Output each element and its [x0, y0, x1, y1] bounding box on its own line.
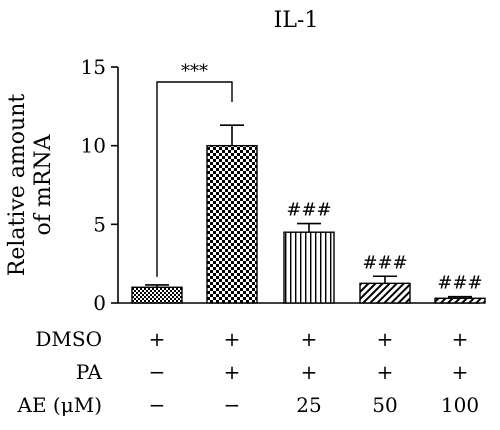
- significance-stars: ***: [181, 61, 208, 82]
- treatment-cell: +: [224, 360, 241, 384]
- treatment-cell: 25: [296, 393, 321, 417]
- y-tick-label: 10: [81, 134, 106, 158]
- treatment-cell: +: [377, 327, 394, 351]
- significance-hash: ###: [362, 252, 407, 273]
- y-axis-label-line-2: of mRNA: [31, 133, 56, 235]
- treatment-row-label: PA: [76, 360, 103, 384]
- bar: [131, 286, 183, 304]
- treatment-cell: +: [224, 327, 241, 351]
- significance-hash: ###: [286, 200, 331, 221]
- treatment-cell: 50: [372, 393, 397, 417]
- treatment-cell: +: [377, 360, 394, 384]
- significance-bracket: [156, 81, 233, 277]
- chart-title: IL-1: [274, 8, 319, 33]
- bar: [283, 231, 335, 304]
- treatment-cell: −: [149, 360, 166, 384]
- treatment-cell: 100: [441, 393, 479, 417]
- y-axis-label-line-1: Relative amount: [5, 94, 30, 277]
- treatment-cell: +: [452, 327, 469, 351]
- treatment-cell: +: [149, 327, 166, 351]
- treatment-cell: −: [224, 393, 241, 417]
- treatment-cell: +: [301, 360, 318, 384]
- y-tick-label: 0: [93, 291, 106, 315]
- bar: [434, 297, 486, 304]
- treatment-cell: −: [149, 393, 166, 417]
- treatment-row-label: AE (μM): [17, 393, 102, 417]
- treatment-cell: +: [301, 327, 318, 351]
- y-tick-label: 15: [81, 55, 106, 79]
- significance-hash: ###: [437, 273, 482, 294]
- y-tick-label: 5: [93, 212, 106, 236]
- treatment-row-label: DMSO: [35, 327, 102, 351]
- bar: [359, 282, 411, 304]
- bar: [206, 144, 258, 304]
- treatment-cell: +: [452, 360, 469, 384]
